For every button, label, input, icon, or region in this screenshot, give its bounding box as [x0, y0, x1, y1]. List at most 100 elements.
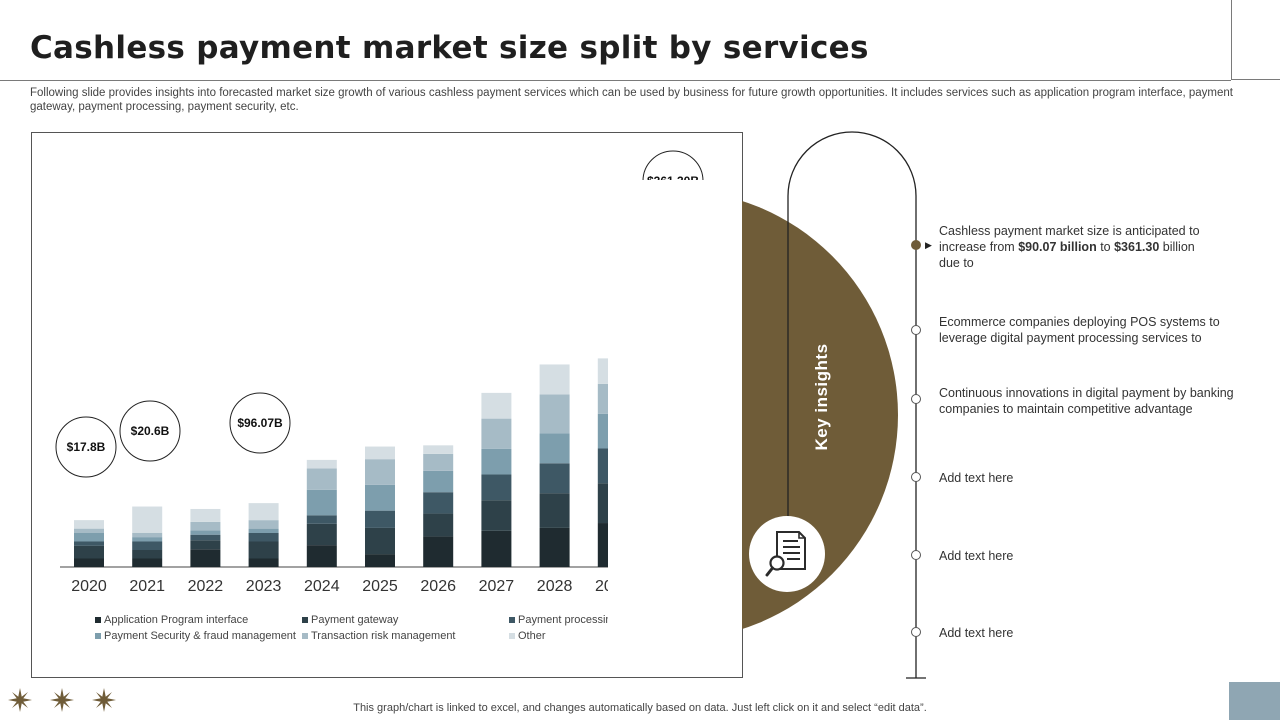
bar-segment[interactable] [248, 528, 279, 533]
bar-segment[interactable] [306, 523, 337, 546]
value-bubble [119, 400, 181, 462]
footer-note: This graph/chart is linked to excel, and… [353, 702, 927, 714]
bar-segment[interactable] [539, 493, 570, 528]
bar-segment[interactable] [481, 448, 512, 475]
bar-segment[interactable] [190, 534, 221, 541]
bar-segment[interactable] [539, 364, 570, 395]
timeline-dot [911, 472, 921, 482]
bar-segment[interactable] [365, 554, 395, 567]
semicircle-mask [608, 180, 742, 650]
x-tick-label: 2024 [304, 578, 340, 595]
bar-segment[interactable] [132, 550, 163, 559]
legend-item-gateway: Payment gateway [302, 612, 509, 627]
bar-segment[interactable] [423, 492, 454, 514]
bar-segment[interactable] [132, 541, 163, 551]
title-divider [0, 80, 1231, 81]
bar-segment[interactable] [132, 558, 163, 568]
bar-segment[interactable] [74, 558, 104, 568]
bar-segment[interactable] [365, 484, 395, 511]
x-tick-label: 2027 [479, 578, 515, 595]
bar-segment[interactable] [539, 463, 570, 494]
value-bubble [55, 416, 117, 478]
bar-segment[interactable] [74, 533, 104, 542]
bar-segment[interactable] [481, 418, 512, 449]
legend-label: Other [518, 629, 546, 642]
bar-segment[interactable] [306, 468, 337, 490]
bar-segment[interactable] [74, 528, 104, 533]
bar-segment[interactable] [365, 510, 395, 528]
legend-swatch [509, 616, 515, 623]
bar-segment[interactable] [74, 545, 104, 559]
data-label: $96.07B [237, 416, 283, 430]
bar-segment[interactable] [481, 500, 512, 531]
bar-segment[interactable] [365, 459, 395, 485]
bar-segment[interactable] [423, 453, 454, 471]
document-search-icon [749, 516, 825, 592]
bar-segment[interactable] [190, 549, 221, 567]
bar-segment[interactable] [248, 541, 279, 559]
bar-segment[interactable] [132, 532, 163, 538]
insight-2: Ecommerce companies deploying POS system… [939, 315, 1220, 345]
chart-legend: Application Program interface Payment ga… [95, 612, 695, 643]
bar-segment[interactable] [190, 508, 221, 522]
legend-item-api: Application Program interface [95, 612, 302, 627]
bar-segment[interactable] [306, 489, 337, 516]
legend-label: Application Program interface [104, 613, 249, 626]
bar-segment[interactable] [248, 520, 279, 529]
bar-segment[interactable] [306, 515, 337, 524]
x-tick-label: 2028 [537, 578, 573, 595]
corner-tile [1229, 682, 1280, 720]
bar-segment[interactable] [74, 541, 104, 546]
insight-3: Continuous innovations in digital paymen… [939, 386, 1234, 416]
bar-segment[interactable] [423, 445, 454, 454]
legend-swatch [95, 632, 101, 639]
x-tick-label: 2020 [71, 578, 107, 595]
corner-box [1231, 0, 1280, 80]
legend-swatch [509, 632, 515, 639]
bar-segment[interactable] [132, 537, 163, 542]
bar-segment[interactable] [423, 513, 454, 537]
legend-item-processing: Payment processing [509, 612, 695, 627]
bar-segment[interactable] [248, 533, 279, 542]
bar-segment[interactable] [481, 392, 512, 419]
x-tick-label: 2022 [188, 578, 224, 595]
legend-label: Payment Security & fraud management [104, 629, 296, 642]
timeline-dot [911, 627, 921, 637]
bar-segment[interactable] [365, 446, 395, 460]
bar-segment[interactable] [365, 527, 395, 555]
bar-segment[interactable] [539, 527, 570, 567]
bar-segment[interactable] [539, 394, 570, 434]
bar-segment[interactable] [539, 433, 570, 464]
bar-segment[interactable] [74, 520, 104, 529]
bar-segment[interactable] [190, 521, 221, 531]
x-tick-label: 2025 [362, 578, 398, 595]
x-tick-label: 2021 [129, 578, 165, 595]
insight-1: Cashless payment market size is anticipa… [939, 224, 1200, 270]
timeline-dot [911, 394, 921, 404]
bar-segment[interactable] [481, 530, 512, 567]
decorative-stars-icon [8, 688, 116, 712]
slide-subtitle: Following slide provides insights into f… [30, 87, 1233, 113]
data-label: $20.6B [131, 424, 170, 438]
x-tick-label: 2023 [246, 578, 282, 595]
bar-segment[interactable] [481, 474, 512, 501]
legend-swatch [302, 632, 308, 639]
bar-segment[interactable] [306, 459, 337, 469]
bar-segment[interactable] [190, 530, 221, 535]
bar-segment[interactable] [423, 470, 454, 493]
value-bubble [229, 392, 291, 454]
bar-segment[interactable] [423, 536, 454, 567]
bar-segment[interactable] [248, 558, 279, 568]
legend-item-other: Other [509, 628, 695, 643]
legend-label: Payment processing [518, 613, 618, 626]
x-tick-label: 2026 [420, 578, 456, 595]
insight-4: Add text here [939, 471, 1014, 485]
bar-segment[interactable] [132, 506, 163, 533]
bar-segment[interactable] [306, 545, 337, 567]
pointer-arrow-icon: ▶ [925, 240, 932, 250]
legend-swatch [95, 616, 101, 623]
data-label: $17.8B [67, 440, 106, 454]
timeline-dot [911, 240, 921, 250]
bar-segment[interactable] [248, 503, 279, 521]
bar-segment[interactable] [190, 540, 221, 550]
